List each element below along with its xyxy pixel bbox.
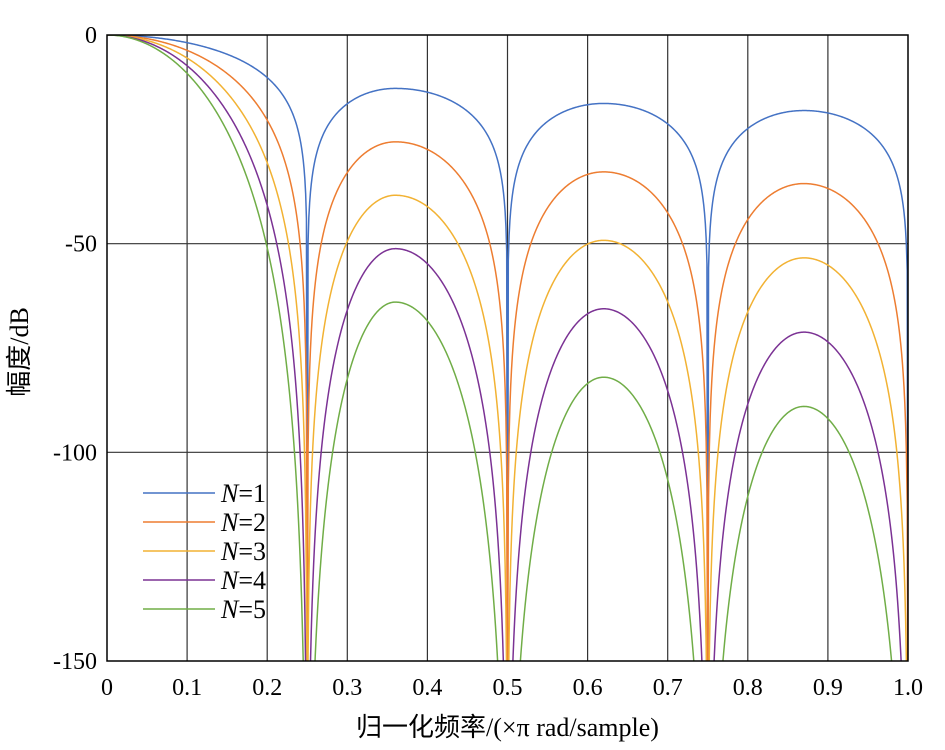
x-axis-title: 归一化频率/(×π rad/sample): [356, 713, 659, 742]
series-lines: [107, 35, 908, 661]
x-tick-label: 0.6: [573, 675, 603, 701]
legend-label: N=3: [220, 537, 266, 566]
series-line-3: [107, 35, 908, 661]
legend-label: N=4: [220, 566, 266, 595]
series-line-2: [107, 35, 908, 661]
x-tick-label: 0.5: [493, 675, 523, 701]
y-tick-label: 0: [85, 23, 97, 49]
x-tick-label: 0: [101, 675, 113, 701]
x-tick-label: 0.1: [172, 675, 202, 701]
x-tick-label: 0.2: [252, 675, 282, 701]
legend-label: N=1: [220, 479, 266, 508]
legend-label: N=2: [220, 508, 266, 537]
series-line-4: [107, 35, 902, 661]
tick-labels: 0 0.1 0.2 0.3 0.4 0.5 0.6 0.7 0.8 0.9 1.0 0 -50 -100 -…: [53, 23, 923, 701]
x-tick-label: 1.0: [893, 675, 923, 701]
x-tick-label: 0.3: [332, 675, 362, 701]
y-tick-label: -150: [53, 649, 97, 675]
series-line-1: [107, 35, 908, 661]
y-tick-label: -100: [53, 440, 97, 466]
series-line-5: [107, 35, 893, 661]
legend-label: N=5: [220, 595, 266, 624]
x-tick-label: 0.4: [412, 675, 442, 701]
legend: N=1N=2N=3N=4N=5: [143, 479, 266, 624]
y-axis-title: 幅度/dB: [5, 307, 34, 397]
y-tick-label: -50: [65, 232, 97, 258]
x-tick-label: 0.7: [653, 675, 683, 701]
x-tick-label: 0.8: [733, 675, 763, 701]
plot-frame: [106, 34, 909, 662]
x-tick-label: 0.9: [813, 675, 843, 701]
